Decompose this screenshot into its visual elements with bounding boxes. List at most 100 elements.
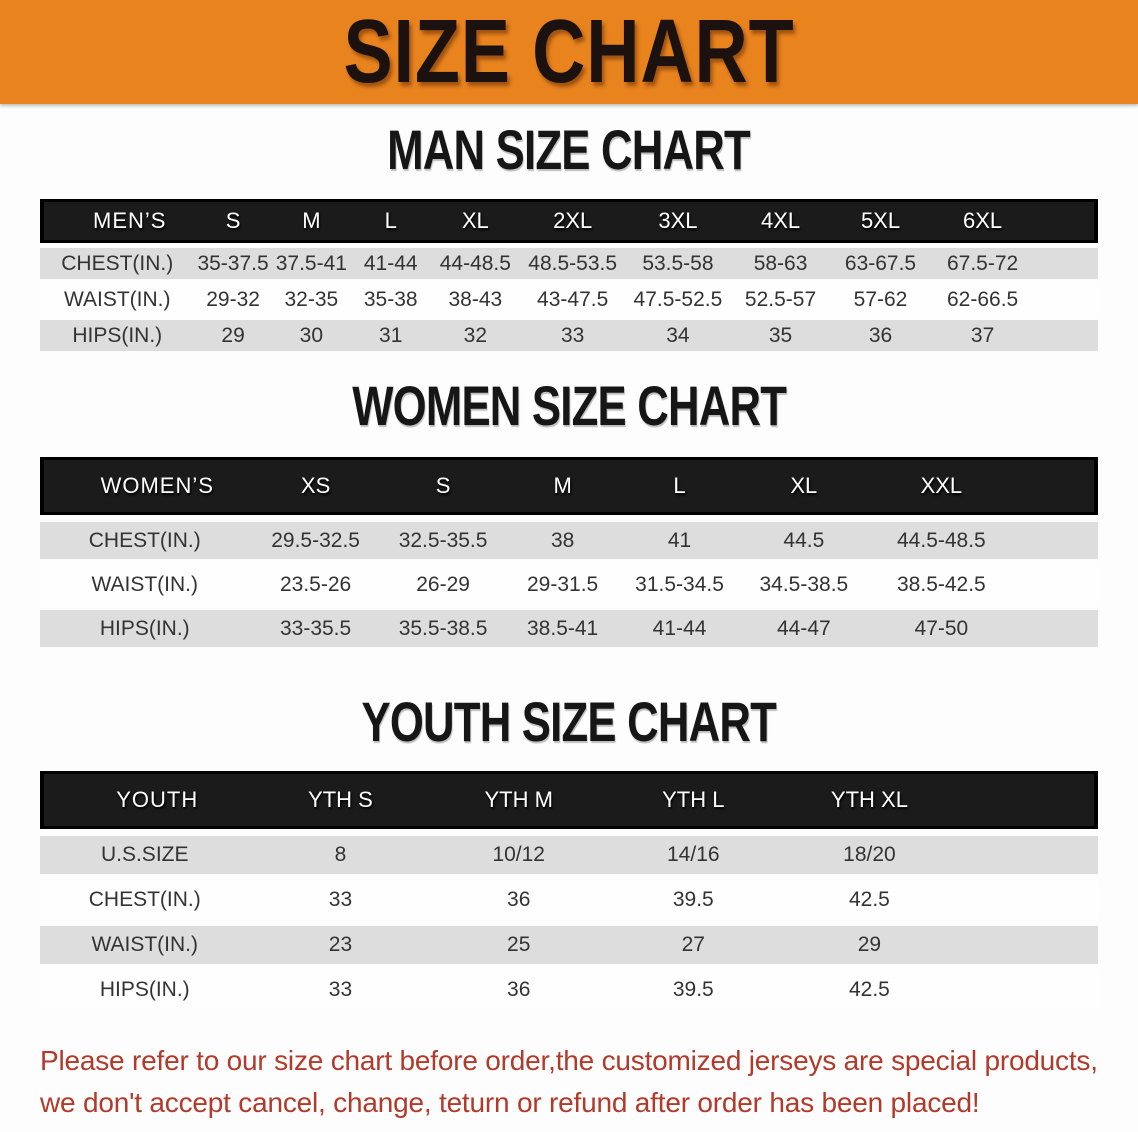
women-cell: 44-47 [738, 610, 870, 647]
youth-size-table: YOUTH YTH S YTH M YTH L YTH XL U.S.SIZE 8 10/12… [40, 764, 1098, 1016]
men-cell: 35 [730, 320, 831, 351]
men-row-label: HIPS(IN.) [40, 320, 195, 351]
men-cell: 35-38 [351, 284, 431, 315]
youth-cell: 36 [431, 971, 606, 1009]
women-cell: 41 [620, 522, 739, 559]
men-row-label: WAIST(IN.) [40, 284, 195, 315]
youth-cell: 36 [431, 881, 606, 919]
youth-cell-filler [958, 881, 1098, 919]
women-column-header: XL [738, 457, 870, 515]
men-cell: 29-32 [194, 284, 272, 315]
women-cell: 32.5-35.5 [381, 522, 505, 559]
youth-section-heading-text: YOUTH SIZE CHART [361, 690, 777, 753]
women-cell: 44.5 [738, 522, 870, 559]
women-column-header: M [504, 457, 621, 515]
men-column-header: S [194, 199, 272, 243]
youth-row-hipsin: HIPS(IN.) 33 36 39.5 42.5 [40, 971, 1098, 1009]
women-section-heading-text: WOMEN SIZE CHART [351, 374, 787, 437]
men-cell: 44-48.5 [430, 248, 521, 279]
men-column-header: L [351, 199, 431, 243]
men-column-header: 4XL [730, 199, 831, 243]
youth-section-heading: YOUTH SIZE CHART [0, 690, 1138, 753]
men-column-header: XL [430, 199, 521, 243]
youth-cell: 25 [431, 926, 606, 964]
men-table: MEN’S S M L XL 2XL 3XL 4XL 5XL 6XL CHEST(IN.) 35-37… [40, 194, 1098, 356]
men-cell: 62-66.5 [930, 284, 1035, 315]
youth-cell: 39.5 [606, 971, 781, 1009]
men-cell: 57-62 [830, 284, 931, 315]
women-cell: 44.5-48.5 [869, 522, 1014, 559]
youth-cell: 33 [249, 971, 432, 1009]
women-row-hipsin: HIPS(IN.) 33-35.5 35.5-38.5 38.5-41 41-44 44-… [40, 610, 1098, 647]
size-chart-banner: SIZE CHART [0, 0, 1138, 104]
youth-corner-label: YOUTH [40, 771, 250, 829]
men-cell-filler [1034, 284, 1098, 315]
youth-column-header: YTH M [431, 771, 606, 829]
youth-row-label: U.S.SIZE [40, 836, 250, 874]
men-row-hipsin: HIPS(IN.) 29 30 31 32 33 34 35 36 37 [40, 320, 1098, 351]
men-cell: 41-44 [351, 248, 431, 279]
women-row-chestin: CHEST(IN.) 29.5-32.5 32.5-35.5 38 41 44.5 44.5… [40, 522, 1098, 559]
women-header-row: WOMEN’S XS S M L XL XXL [40, 457, 1098, 515]
disclaimer-note: Please refer to our size chart before or… [0, 1040, 1138, 1124]
youth-row-ussize: U.S.SIZE 8 10/12 14/16 18/20 [40, 836, 1098, 874]
men-cell: 48.5-53.5 [520, 248, 626, 279]
men-column-header: 5XL [830, 199, 931, 243]
men-cell: 37.5-41 [271, 248, 352, 279]
men-cell: 52.5-57 [730, 284, 831, 315]
women-cell: 47-50 [869, 610, 1014, 647]
women-column-header: XXL [869, 457, 1014, 515]
women-cell: 31.5-34.5 [620, 566, 739, 603]
women-column-header: S [381, 457, 505, 515]
youth-cell: 42.5 [780, 971, 959, 1009]
women-cell: 29-31.5 [504, 566, 621, 603]
women-cell: 26-29 [381, 566, 505, 603]
men-cell-filler [1034, 320, 1098, 351]
youth-cell: 33 [249, 881, 432, 919]
youth-cell: 18/20 [780, 836, 959, 874]
women-row-label: WAIST(IN.) [40, 566, 250, 603]
disclaimer-line-2: we don't accept cancel, change, teturn o… [40, 1087, 980, 1118]
youth-cell: 27 [606, 926, 781, 964]
men-cell-filler [1034, 248, 1098, 279]
men-cell: 36 [830, 320, 931, 351]
women-table: WOMEN’S XS S M L XL XXL CHEST(IN.) 29.5-32.5 32.5… [40, 450, 1098, 654]
youth-cell: 23 [249, 926, 432, 964]
youth-cell: 14/16 [606, 836, 781, 874]
women-cell: 38.5-42.5 [869, 566, 1014, 603]
men-column-header: 3XL [625, 199, 731, 243]
women-cell: 41-44 [620, 610, 739, 647]
men-cell: 53.5-58 [625, 248, 731, 279]
youth-row-chestin: CHEST(IN.) 33 36 39.5 42.5 [40, 881, 1098, 919]
men-column-header: 2XL [520, 199, 626, 243]
youth-row-label: WAIST(IN.) [40, 926, 250, 964]
men-header-filler [1034, 199, 1098, 243]
men-row-label: CHEST(IN.) [40, 248, 195, 279]
men-column-header: M [271, 199, 352, 243]
women-size-table: WOMEN’S XS S M L XL XXL CHEST(IN.) 29.5-32.5 32.5… [40, 450, 1098, 654]
men-cell: 31 [351, 320, 431, 351]
youth-column-header: YTH XL [780, 771, 959, 829]
men-row-chestin: CHEST(IN.) 35-37.5 37.5-41 41-44 44-48.5 48.5… [40, 248, 1098, 279]
youth-cell: 8 [249, 836, 432, 874]
men-cell: 34 [625, 320, 731, 351]
youth-cell-filler [958, 836, 1098, 874]
men-cell: 32-35 [271, 284, 352, 315]
youth-row-label: CHEST(IN.) [40, 881, 250, 919]
youth-header-filler [958, 771, 1098, 829]
men-cell: 37 [930, 320, 1035, 351]
youth-cell: 29 [780, 926, 959, 964]
women-cell-filler [1013, 610, 1098, 647]
women-header-filler [1013, 457, 1098, 515]
men-header-row: MEN’S S M L XL 2XL 3XL 4XL 5XL 6XL [40, 199, 1098, 243]
youth-cell: 42.5 [780, 881, 959, 919]
women-corner-label: WOMEN’S [40, 457, 250, 515]
men-cell: 29 [194, 320, 272, 351]
men-cell: 67.5-72 [930, 248, 1035, 279]
men-corner-label: MEN’S [40, 199, 195, 243]
women-cell-filler [1013, 566, 1098, 603]
youth-cell-filler [958, 971, 1098, 1009]
men-cell: 47.5-52.5 [625, 284, 731, 315]
men-row-waistin: WAIST(IN.) 29-32 32-35 35-38 38-43 43-47.5 47.… [40, 284, 1098, 315]
women-cell: 34.5-38.5 [738, 566, 870, 603]
